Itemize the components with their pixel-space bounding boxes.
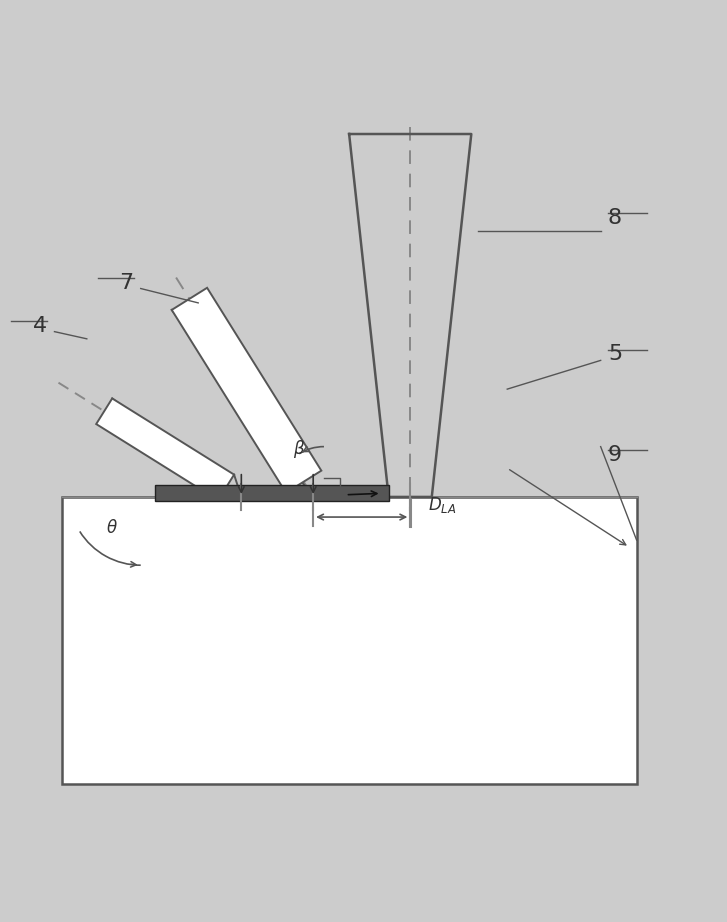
Text: $\theta$: $\theta$	[106, 519, 118, 537]
Text: $\beta$: $\beta$	[293, 438, 305, 460]
Polygon shape	[96, 398, 234, 501]
Polygon shape	[172, 288, 321, 492]
Polygon shape	[155, 486, 389, 502]
Text: 4: 4	[33, 315, 47, 336]
Text: $D_{LA}$: $D_{LA}$	[428, 495, 457, 514]
Text: 8: 8	[608, 207, 622, 228]
Text: 5: 5	[608, 345, 622, 364]
Text: 9: 9	[608, 445, 622, 465]
Bar	[62, 497, 637, 785]
Text: 7: 7	[119, 273, 133, 292]
